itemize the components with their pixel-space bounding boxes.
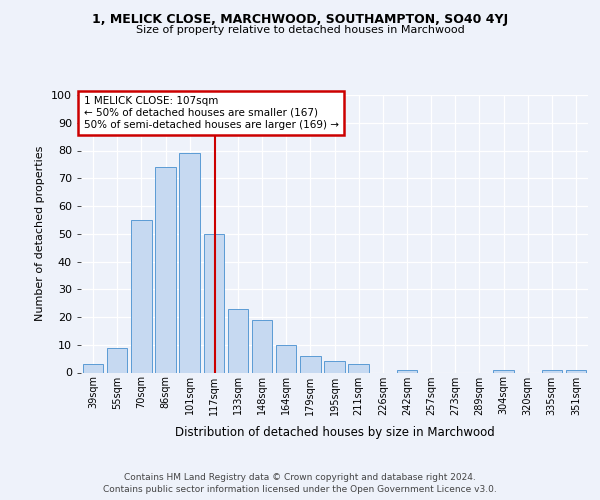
Bar <box>107 348 127 372</box>
Y-axis label: Number of detached properties: Number of detached properties <box>35 146 46 322</box>
Text: 1, MELICK CLOSE, MARCHWOOD, SOUTHAMPTON, SO40 4YJ: 1, MELICK CLOSE, MARCHWOOD, SOUTHAMPTON,… <box>92 12 508 26</box>
Bar <box>300 356 320 372</box>
Bar <box>179 154 200 372</box>
Text: 1 MELICK CLOSE: 107sqm
← 50% of detached houses are smaller (167)
50% of semi-de: 1 MELICK CLOSE: 107sqm ← 50% of detached… <box>83 96 338 130</box>
Bar <box>83 364 103 372</box>
Text: Size of property relative to detached houses in Marchwood: Size of property relative to detached ho… <box>136 25 464 35</box>
Bar <box>131 220 152 372</box>
X-axis label: Distribution of detached houses by size in Marchwood: Distribution of detached houses by size … <box>175 426 494 439</box>
Bar <box>155 167 176 372</box>
Bar <box>324 362 345 372</box>
Bar <box>276 345 296 372</box>
Bar <box>252 320 272 372</box>
Bar <box>203 234 224 372</box>
Bar <box>397 370 417 372</box>
Text: Contains HM Land Registry data © Crown copyright and database right 2024.: Contains HM Land Registry data © Crown c… <box>124 472 476 482</box>
Bar <box>542 370 562 372</box>
Bar <box>227 308 248 372</box>
Bar <box>566 370 586 372</box>
Bar <box>493 370 514 372</box>
Bar <box>349 364 369 372</box>
Text: Contains public sector information licensed under the Open Government Licence v3: Contains public sector information licen… <box>103 485 497 494</box>
